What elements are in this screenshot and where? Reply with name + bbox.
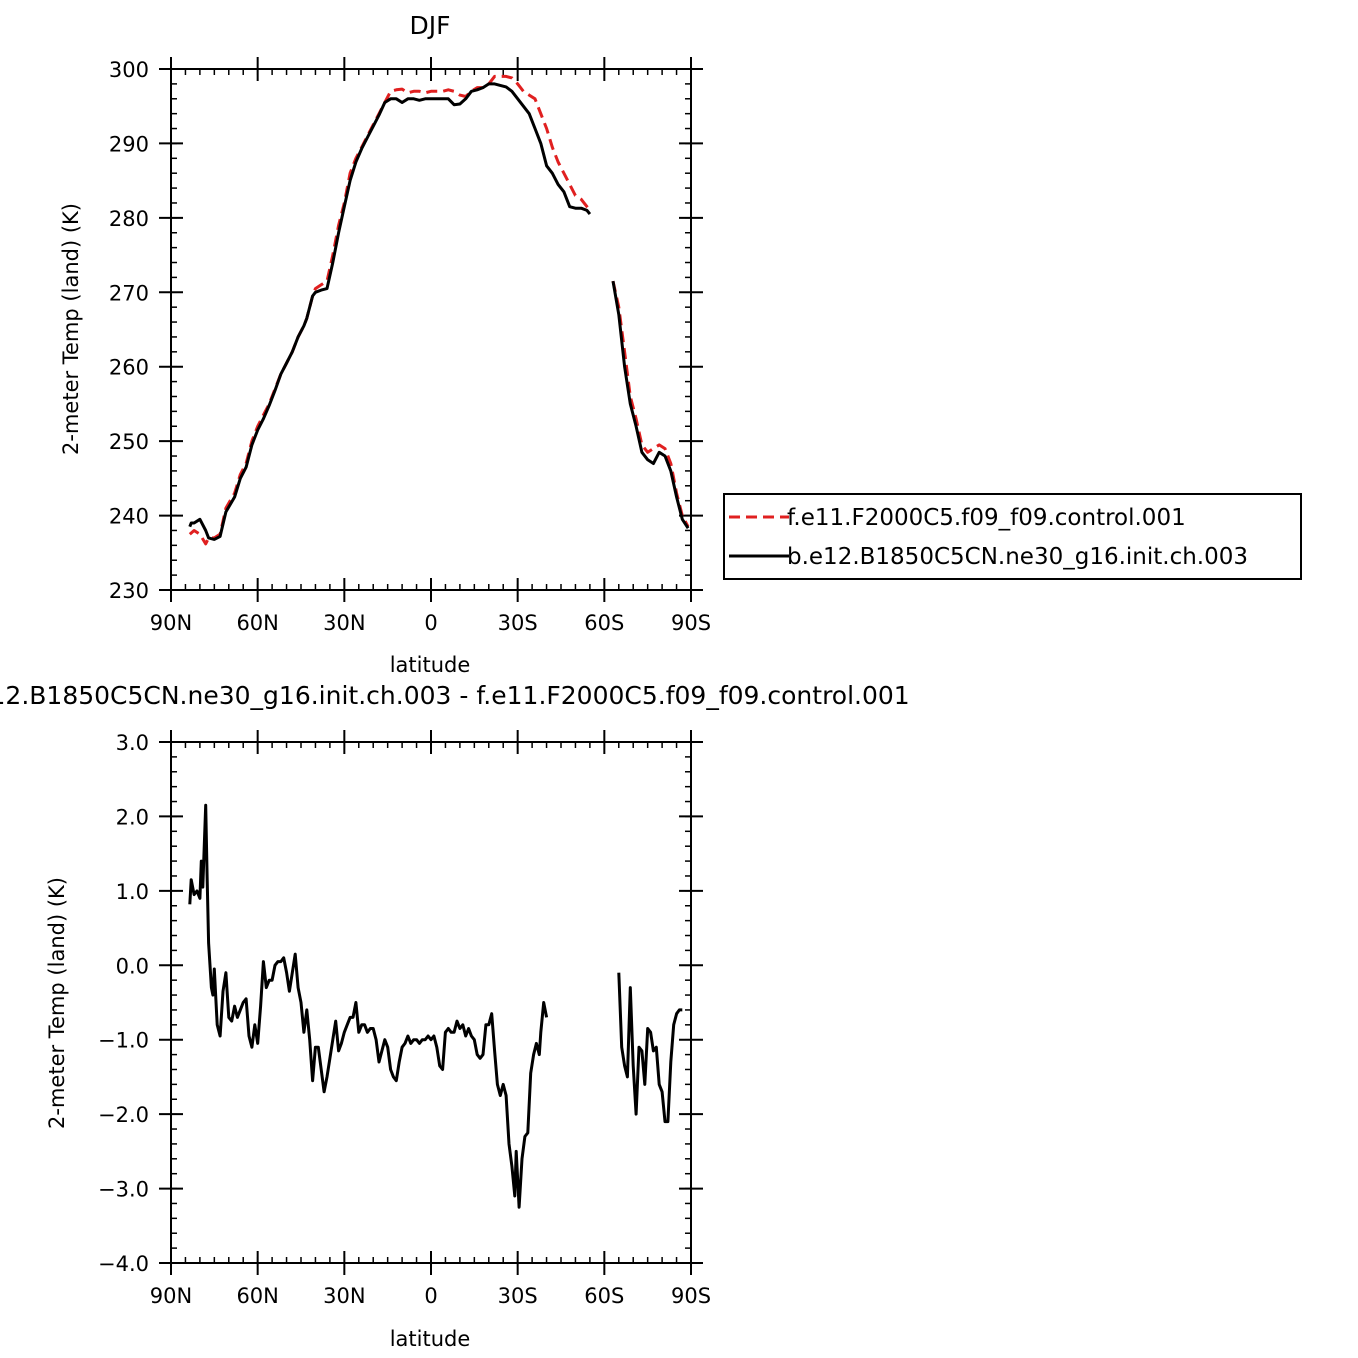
top-y-tick-label: 230 [109,579,149,603]
bottom-series-0-line-segment-1 [617,972,683,1124]
top-series-0-line-segment-1 [611,280,690,528]
bottom-y-tick-label: −2.0 [98,1103,149,1127]
top-y-tick-label: 260 [109,356,149,380]
top-y-axis-label: 2-meter Temp (land) (K) [59,203,83,455]
top-y-tick-label: 270 [109,281,149,305]
bottom-x-tick-label: 60N [236,1284,278,1308]
bottom-x-tick-label: 90N [150,1284,192,1308]
bottom-y-tick-label: 1.0 [116,880,149,904]
bottom-y-tick-label: −4.0 [98,1252,149,1276]
bottom-x-tick-label: 30N [323,1284,365,1308]
bottom-y-axis-label: 2-meter Temp (land) (K) [45,877,69,1129]
top-chart-title: DJF [409,11,450,40]
top-series-1-line-segment-0 [188,82,592,541]
top-x-tick-label: 30N [323,611,365,635]
bottom-line-chart: 90N 60N 30N 0 30S 60S 90S −4.0 −3.0 −2.0 −1.0 0.0 1.… [98,730,711,1308]
top-x-axis-label: latitude [390,653,471,677]
legend-box [723,493,1302,580]
legend-label-init: b.e12.B1850C5CN.ne30_g16.init.ch.003 [787,544,1248,570]
top-y-tick-label: 300 [109,58,149,82]
top-series-0-line-segment-0 [188,74,592,546]
bottom-y-tick-label: −1.0 [98,1029,149,1053]
bottom-y-tick-label: 2.0 [116,805,149,829]
top-y-tick-label: 280 [109,207,149,231]
bottom-plot-frame [170,741,692,1264]
top-x-tick-label: 90N [150,611,192,635]
bottom-y-tick-label: 0.0 [116,954,149,978]
bottom-x-tick-label: 30S [498,1284,538,1308]
bottom-series-0-line-segment-0 [188,803,549,1209]
bottom-x-tick-label: 60S [584,1284,624,1308]
top-series-1-line-segment-1 [611,280,690,530]
top-plot-frame [170,68,692,591]
bottom-x-tick-label: 90S [671,1284,711,1308]
top-x-tick-label: 30S [498,611,538,635]
top-x-tick-label: 90S [671,611,711,635]
top-y-tick-label: 250 [109,430,149,454]
bottom-y-tick-label: 3.0 [116,731,149,755]
top-x-tick-label: 0 [424,611,437,635]
top-y-tick-label: 290 [109,132,149,156]
top-y-tick-label: 240 [109,505,149,529]
top-x-tick-label: 60S [584,611,624,635]
legend: f.e11.F2000C5.f09_f09.control.001 b.e12.… [723,493,1302,580]
top-line-chart: 90N 60N 30N 0 30S 60S 90S 230 240 250 260 270 280 290… [109,57,711,635]
top-x-tick-label: 60N [236,611,278,635]
bottom-chart-title: b.e12.B1850C5CN.ne30_g16.init.ch.003 - f… [0,681,910,710]
bottom-y-tick-label: −3.0 [98,1178,149,1202]
bottom-x-axis-label: latitude [390,1327,471,1351]
bottom-x-tick-label: 0 [424,1284,437,1308]
legend-label-control: f.e11.F2000C5.f09_f09.control.001 [787,505,1186,531]
